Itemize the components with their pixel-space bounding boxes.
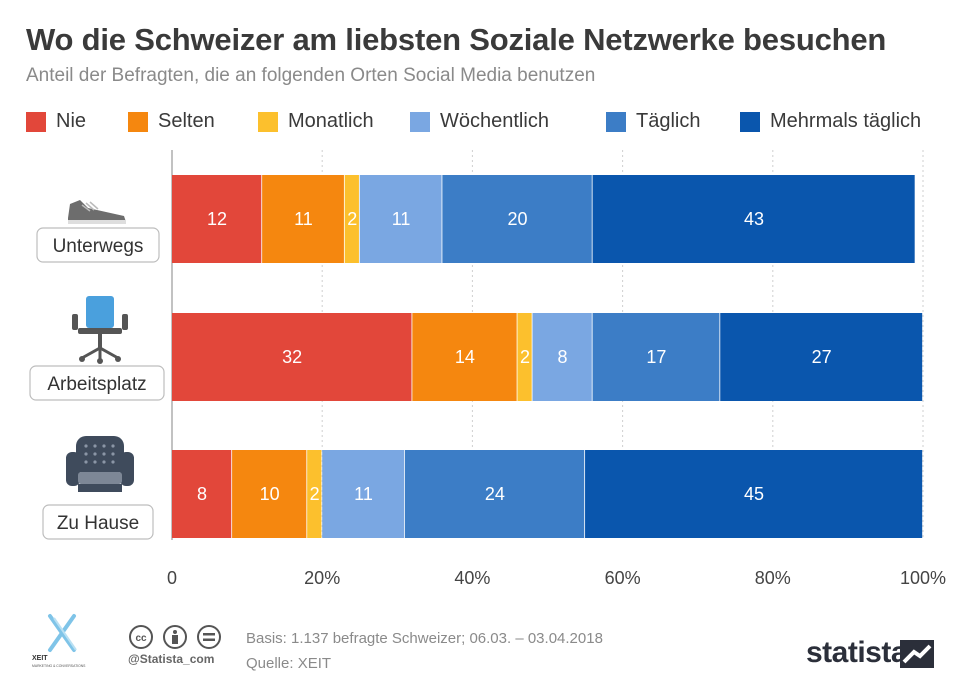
bar-value-label: 12 (207, 209, 227, 229)
legend-label: Wöchentlich (440, 110, 549, 132)
svg-text:cc: cc (135, 633, 147, 644)
bar-segment (359, 175, 442, 263)
bar-value-label: 20 (507, 209, 527, 229)
bar-value-label: 2 (347, 209, 357, 229)
bar-segment (412, 313, 517, 401)
bar-value-label: 14 (455, 347, 475, 367)
bar-segment (262, 175, 344, 263)
creative-commons-icons: cc (129, 625, 221, 649)
bar-value-label: 11 (392, 209, 411, 229)
stacked-bar-chart: 12 11 2 11 20 43 32 14 2 8 17 27 8 10 2 11 24 45 Unterweg… (29, 150, 946, 588)
bar-value-label: 2 (520, 347, 530, 367)
bar-value-label: 10 (260, 484, 280, 504)
category-label-box (42, 504, 154, 540)
bar-value-label: 27 (812, 347, 832, 367)
legend-item: Täglich (606, 110, 700, 133)
category-label: Unterwegs (53, 236, 144, 257)
statista-logo-text[interactable]: statista (806, 636, 908, 669)
bar-value-label: 43 (744, 209, 764, 229)
legend-item: Wöchentlich (410, 110, 549, 133)
category-label-box (36, 227, 160, 263)
chart-legend: Nie Selten Monatlich Wöchentlich Täglich Mehr… (26, 110, 936, 136)
bar-segment (592, 313, 720, 401)
bar-segment (232, 450, 307, 538)
legend-label: Monatlich (288, 110, 374, 132)
bar-segment (172, 175, 262, 263)
xeit-logo: XEIT MARKETING & CONVERSATIONS (32, 614, 86, 668)
svg-text:XEIT: XEIT (32, 655, 48, 662)
x-tick-label: 40% (454, 568, 490, 588)
legend-swatch (258, 111, 278, 132)
bar-segment (344, 175, 359, 263)
cc-icon: cc (129, 625, 153, 649)
bar-segment (720, 313, 923, 401)
legend-item: Mehrmals täglich (740, 110, 921, 133)
category-label: Arbeitsplatz (47, 374, 146, 395)
bar-segment (307, 450, 322, 538)
bar-segment (404, 450, 585, 538)
statista-logo-icon (900, 640, 934, 668)
bar-value-label: 32 (282, 347, 302, 367)
svg-text:MARKETING & CONVERSATIONS: MARKETING & CONVERSATIONS (32, 664, 86, 668)
bar-segment (532, 313, 592, 401)
ticks-layer: 0 20% 40% 60% 80% 100% (167, 568, 946, 588)
legend-label: Mehrmals täglich (770, 110, 922, 132)
bar-segment (172, 313, 412, 401)
attribution-icon (163, 625, 187, 649)
bar-segment (442, 175, 592, 263)
x-tick-label: 20% (304, 568, 340, 588)
category-label: Zu Hause (57, 513, 139, 534)
statista-handle: @Statista_com (128, 652, 215, 666)
legend-swatch (128, 111, 148, 132)
legend-item: Monatlich (258, 110, 374, 133)
bar-segment (585, 450, 923, 538)
armchair-icon (66, 436, 134, 492)
legend-swatch (606, 111, 626, 132)
source-notes: Basis: 1.137 befragte Schweizer; 06.03. … (246, 626, 603, 676)
legend-swatch (740, 111, 760, 132)
bar-value-label: 17 (646, 347, 666, 367)
bar-segment (172, 450, 232, 538)
category-label-box (29, 365, 165, 401)
bar-value-label: 2 (310, 484, 320, 504)
bar-value-label: 24 (485, 484, 505, 504)
bar-value-label: 45 (744, 484, 764, 504)
basis-note: Basis: 1.137 befragte Schweizer; 06.03. … (246, 630, 603, 647)
legend-swatch (26, 111, 46, 132)
bar-value-label: 11 (354, 484, 373, 504)
legend-item: Selten (128, 110, 215, 133)
x-tick-label: 0 (167, 568, 177, 588)
x-tick-label: 80% (755, 568, 791, 588)
bar-value-label: 8 (558, 347, 568, 367)
bar-value-label: 11 (294, 209, 313, 229)
x-tick-label: 100% (900, 568, 946, 588)
icons-layer: Unterwegs Arbeitsplatz Zu Hause (29, 200, 165, 540)
no-derivatives-icon (197, 625, 221, 649)
source-note: Quelle: XEIT (246, 655, 332, 672)
legend-label: Selten (158, 110, 215, 132)
legend-label: Nie (56, 110, 87, 132)
legend-item: Nie (26, 110, 86, 133)
legend-label: Täglich (636, 110, 701, 132)
office-chair-icon (72, 296, 128, 364)
bar-segment (322, 450, 405, 538)
bar-segment (517, 313, 532, 401)
sneaker-icon (68, 200, 126, 224)
x-tick-label: 60% (605, 568, 641, 588)
bars-layer: 12 11 2 11 20 43 32 14 2 8 17 27 8 10 2 11 24 45 (172, 175, 923, 538)
bar-segment (592, 175, 915, 263)
chart-title: Wo die Schweizer am liebsten Soziale Net… (26, 22, 887, 57)
legend-swatch (410, 111, 430, 132)
chart-subtitle: Anteil der Befragten, die an folgenden O… (26, 65, 596, 86)
bar-value-label: 8 (197, 484, 207, 504)
